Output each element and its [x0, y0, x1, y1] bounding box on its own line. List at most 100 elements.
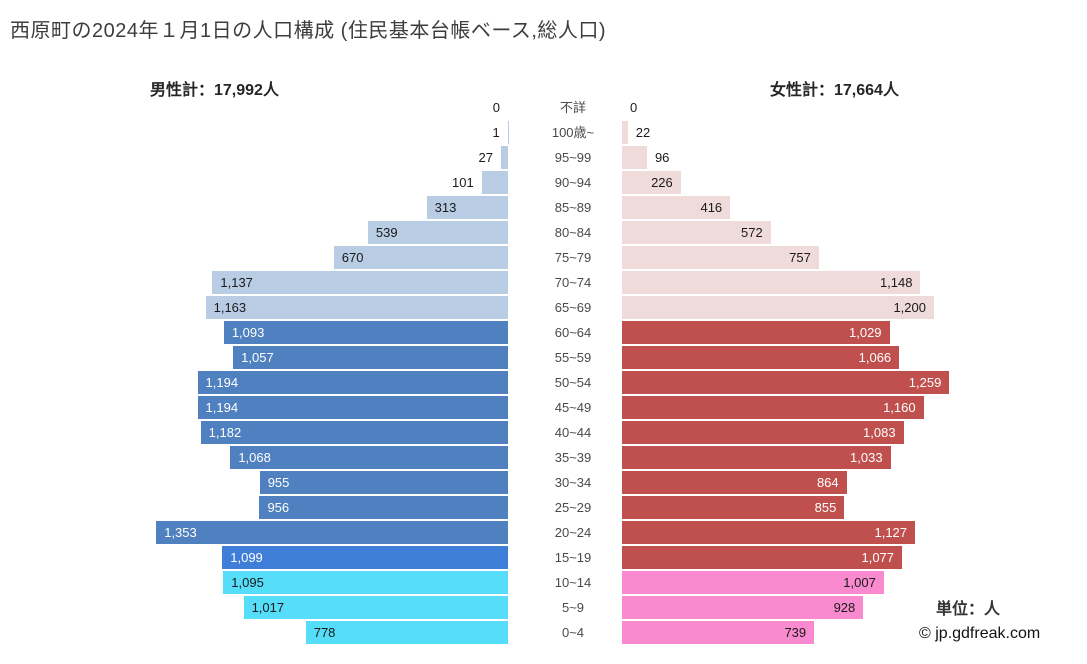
age-group-label: 100歳~ [551, 125, 595, 140]
female-bar [622, 571, 884, 594]
female-cell: 416 [622, 195, 986, 220]
age-group-label: 30~34 [554, 475, 592, 490]
female-bar [622, 346, 900, 369]
female-cell: 226 [622, 170, 986, 195]
female-value-label: 1,200 [893, 300, 926, 315]
female-value-label: 864 [816, 475, 839, 490]
male-cell: 955 [144, 470, 508, 495]
female-bar [622, 471, 847, 494]
age-group-label: 95~99 [554, 150, 592, 165]
age-group-label: 10~14 [554, 575, 592, 590]
male-cell: 1,194 [144, 395, 508, 420]
age-group-label: 75~79 [554, 250, 592, 265]
female-value-label: 739 [784, 625, 807, 640]
male-bar [200, 421, 508, 444]
female-bar [622, 196, 731, 219]
male-cell: 1,194 [144, 370, 508, 395]
female-cell: 0 [622, 95, 986, 120]
male-cell: 1,093 [144, 320, 508, 345]
male-value-label: 0 [492, 100, 500, 115]
female-bar [622, 271, 921, 294]
male-value-label: 1,137 [220, 275, 253, 290]
male-value-label: 778 [313, 625, 336, 640]
male-value-label: 1,099 [230, 550, 263, 565]
pyramid-row: 955 30~34 864 [144, 470, 986, 495]
female-cell: 739 [622, 620, 986, 645]
female-cell: 572 [622, 220, 986, 245]
age-group-label: 5~9 [561, 600, 585, 615]
female-value-label: 22 [635, 125, 651, 140]
pyramid-row: 1,099 15~19 1,077 [144, 545, 986, 570]
pyramid-row: 1 100歳~ 22 [144, 120, 986, 145]
male-value-label: 539 [375, 225, 398, 240]
age-group-label: 60~64 [554, 325, 592, 340]
male-cell: 0 [144, 95, 508, 120]
female-cell: 1,007 [622, 570, 986, 595]
male-bar [367, 221, 508, 244]
pyramid-row: 956 25~29 855 [144, 495, 986, 520]
pyramid-row: 1,194 50~54 1,259 [144, 370, 986, 395]
male-cell: 27 [144, 145, 508, 170]
male-bar [212, 271, 508, 294]
female-value-label: 1,033 [850, 450, 883, 465]
male-value-label: 1,194 [205, 400, 239, 415]
male-cell: 956 [144, 495, 508, 520]
female-value-label: 1,066 [858, 350, 892, 365]
male-bar [500, 146, 508, 169]
female-cell: 1,033 [622, 445, 986, 470]
male-bar [197, 371, 508, 394]
female-bar [622, 221, 771, 244]
pyramid-row: 1,017 5~9 928 [144, 595, 986, 620]
pyramid-row: 1,194 45~49 1,160 [144, 395, 986, 420]
age-group-label: 80~84 [554, 225, 592, 240]
female-bar [622, 521, 916, 544]
female-value-label: 757 [789, 250, 811, 265]
female-value-label: 1,029 [849, 325, 882, 340]
age-group-label: 65~69 [554, 300, 592, 315]
age-group-label: 50~54 [554, 375, 592, 390]
female-cell: 1,160 [622, 395, 986, 420]
age-group-label: 70~74 [554, 275, 592, 290]
age-group-label: 20~24 [554, 525, 592, 540]
female-bar [622, 396, 924, 419]
chart-title: 西原町の2024年１月1日の人口構成 (住民基本台帳ベース,総人口) [10, 20, 607, 42]
male-cell: 1,017 [144, 595, 508, 620]
female-bar [622, 546, 903, 569]
male-value-label: 1,095 [231, 575, 264, 590]
female-bar [622, 621, 815, 644]
male-bar [223, 321, 508, 344]
male-cell: 1,137 [144, 270, 508, 295]
female-bar [622, 171, 681, 194]
female-value-label: 0 [630, 100, 638, 115]
male-total-label: 男性計：17,992人 [150, 82, 279, 99]
female-cell: 1,083 [622, 420, 986, 445]
female-bar [622, 421, 904, 444]
male-value-label: 1,163 [213, 300, 247, 315]
female-cell: 1,259 [622, 370, 986, 395]
male-bar [233, 346, 508, 369]
male-cell: 1,068 [144, 445, 508, 470]
age-group-label: 45~49 [554, 400, 592, 415]
male-bar [243, 596, 508, 619]
male-bar [197, 396, 508, 419]
pyramid-row: 1,095 10~14 1,007 [144, 570, 986, 595]
male-cell: 1,163 [144, 295, 508, 320]
male-cell: 1 [144, 120, 508, 145]
female-value-label: 96 [654, 150, 670, 165]
male-bar [305, 621, 508, 644]
male-cell: 539 [144, 220, 508, 245]
male-value-label: 313 [434, 200, 457, 215]
pyramid-row: 1,353 20~24 1,127 [144, 520, 986, 545]
female-cell: 864 [622, 470, 986, 495]
female-bar [622, 496, 845, 519]
pyramid-row: 1,068 35~39 1,033 [144, 445, 986, 470]
pyramid-row: 1,093 60~64 1,029 [144, 320, 986, 345]
female-value-label: 416 [700, 200, 723, 215]
female-value-label: 1,127 [874, 525, 908, 540]
female-cell: 855 [622, 495, 986, 520]
male-cell: 101 [144, 170, 508, 195]
female-bar [622, 146, 647, 169]
female-value-label: 1,007 [843, 575, 876, 590]
age-group-label: 25~29 [554, 500, 592, 515]
